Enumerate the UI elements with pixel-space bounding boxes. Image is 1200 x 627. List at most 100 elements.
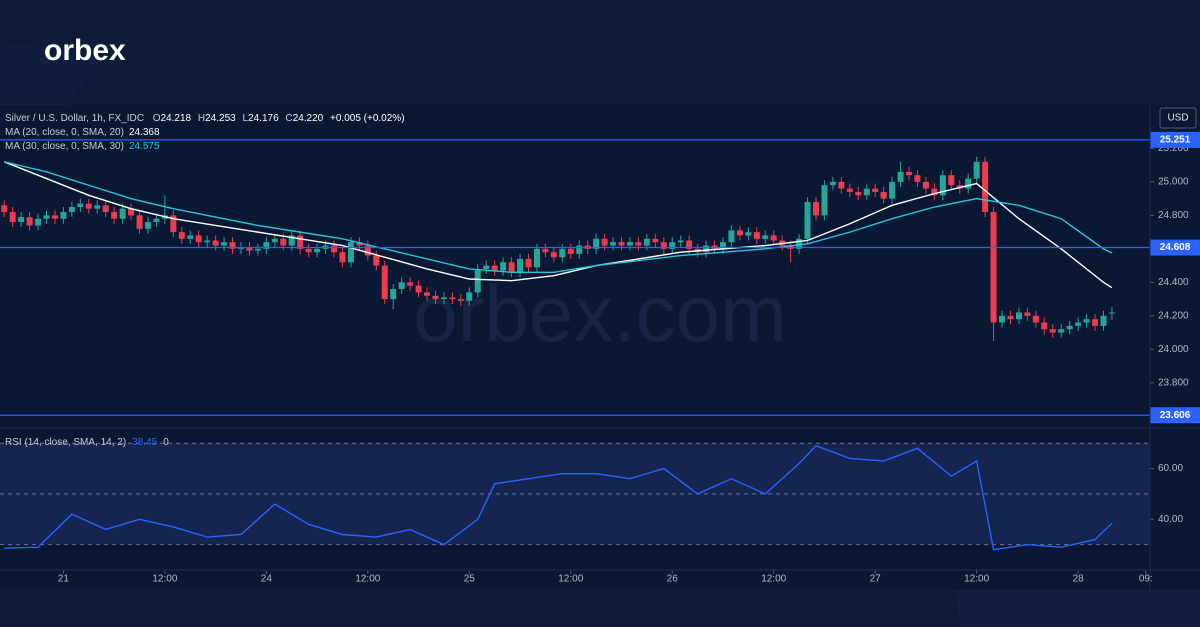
x-tick-label: 24 bbox=[261, 574, 273, 585]
candle-body bbox=[965, 178, 972, 189]
candle-body bbox=[178, 232, 185, 239]
candle-body bbox=[753, 232, 760, 239]
candle-body bbox=[1066, 325, 1073, 330]
candle-body bbox=[85, 203, 92, 209]
candle-body bbox=[18, 217, 25, 223]
line-series bbox=[4, 161, 1113, 274]
candle-body bbox=[567, 248, 574, 254]
candle-body bbox=[314, 248, 321, 253]
y-tick-label: 24.400 bbox=[1158, 277, 1189, 288]
candle-body bbox=[635, 242, 642, 246]
x-tick-label: 12:00 bbox=[355, 574, 380, 585]
level-label: 25.251 bbox=[1160, 135, 1191, 146]
candle-body bbox=[728, 230, 735, 243]
candle-body bbox=[424, 292, 431, 296]
ohlc-value: 24.220 bbox=[293, 113, 324, 124]
candle-body bbox=[364, 245, 371, 256]
candle-body bbox=[542, 248, 549, 253]
candle-body bbox=[745, 232, 752, 236]
candle-body bbox=[973, 161, 980, 179]
candle-body bbox=[1108, 312, 1115, 314]
candle-body bbox=[829, 181, 836, 186]
y-tick-label: 24.200 bbox=[1158, 310, 1189, 321]
candle-body bbox=[35, 218, 42, 226]
y-tick-label: 60.00 bbox=[1158, 463, 1183, 474]
candle-body bbox=[846, 188, 853, 192]
candle-body bbox=[229, 242, 236, 249]
candle-body bbox=[60, 212, 67, 219]
rsi-value: 38.45 bbox=[132, 437, 157, 448]
candle-body bbox=[432, 295, 439, 300]
candle-body bbox=[187, 235, 194, 239]
candle-body bbox=[440, 297, 447, 300]
ohlc-value: 24.253 bbox=[205, 113, 236, 124]
x-tick-label: 12:00 bbox=[558, 574, 583, 585]
currency: USD bbox=[1167, 113, 1188, 124]
candle-body bbox=[559, 248, 566, 258]
x-tick-label: 12:00 bbox=[152, 574, 177, 585]
candle-body bbox=[474, 268, 481, 293]
ohlc-value: 24.218 bbox=[161, 113, 192, 124]
candle-body bbox=[1075, 322, 1082, 326]
candle-body bbox=[838, 181, 845, 189]
candle-body bbox=[914, 175, 921, 182]
y-tick-label: 40.00 bbox=[1158, 514, 1183, 525]
currency-box bbox=[1159, 107, 1197, 129]
candle-body bbox=[550, 252, 557, 258]
candle-body bbox=[762, 235, 769, 239]
x-tick-label: 12:00 bbox=[964, 574, 989, 585]
candle-body bbox=[415, 285, 422, 293]
candle-body bbox=[897, 171, 904, 182]
candle-body bbox=[1083, 319, 1090, 323]
candle-body bbox=[677, 240, 684, 243]
rsi-title: RSI (14, close, SMA, 14, 2) bbox=[5, 437, 126, 448]
candle-body bbox=[500, 262, 507, 271]
candle-body bbox=[1015, 312, 1022, 320]
candle-body bbox=[939, 175, 946, 196]
candle-body bbox=[170, 215, 177, 233]
candle-body bbox=[703, 245, 710, 253]
candle-body bbox=[128, 208, 135, 216]
candle-body bbox=[246, 247, 253, 251]
line-series bbox=[4, 444, 1113, 551]
candle-body bbox=[466, 292, 473, 301]
x-tick-label: 09: bbox=[1139, 574, 1153, 585]
candle-body bbox=[381, 265, 388, 300]
rsi-band bbox=[0, 443, 1150, 545]
legend-value: 24.575 bbox=[129, 141, 160, 152]
rsi-legend: RSI (14, close, SMA, 14, 2) 38.45 0 bbox=[5, 437, 169, 448]
candle-body bbox=[356, 242, 363, 246]
candle-body bbox=[102, 205, 109, 213]
candle-body bbox=[821, 185, 828, 216]
ohlc-value: 24.176 bbox=[248, 113, 279, 124]
candle-body bbox=[43, 215, 50, 219]
candle-body bbox=[948, 175, 955, 186]
candle-body bbox=[254, 248, 261, 251]
candle-body bbox=[407, 282, 414, 286]
candle-body bbox=[626, 242, 633, 246]
candle-body bbox=[855, 191, 862, 196]
candle-body bbox=[863, 188, 870, 196]
candle-body bbox=[26, 217, 33, 226]
legend-name: MA (20, close, 0, SMA, 20) bbox=[5, 127, 124, 138]
x-tick-label: 28 bbox=[1073, 574, 1085, 585]
candle-body bbox=[618, 242, 625, 246]
plot: 25.200 25.000 24.800 24.400 24.200 24.000 23.8… bbox=[0, 105, 1200, 590]
y-tick-label: 24.000 bbox=[1158, 344, 1189, 355]
candle-body bbox=[999, 315, 1006, 323]
candle-body bbox=[990, 212, 997, 323]
candle-body bbox=[931, 188, 938, 196]
candle-body bbox=[508, 262, 515, 273]
candle-body bbox=[457, 299, 464, 301]
x-tick-label: 12:00 bbox=[761, 574, 786, 585]
candle-body bbox=[880, 191, 887, 199]
candle-body bbox=[263, 242, 270, 249]
candle-body bbox=[339, 252, 346, 263]
candle-body bbox=[533, 248, 540, 268]
ohlc-key: H bbox=[198, 113, 205, 124]
legend-entry: MA (20, close, 0, SMA, 20) 24.368 bbox=[5, 127, 160, 138]
level-tag bbox=[1150, 239, 1200, 256]
candle-body bbox=[68, 207, 75, 213]
level-tag bbox=[1150, 131, 1200, 148]
